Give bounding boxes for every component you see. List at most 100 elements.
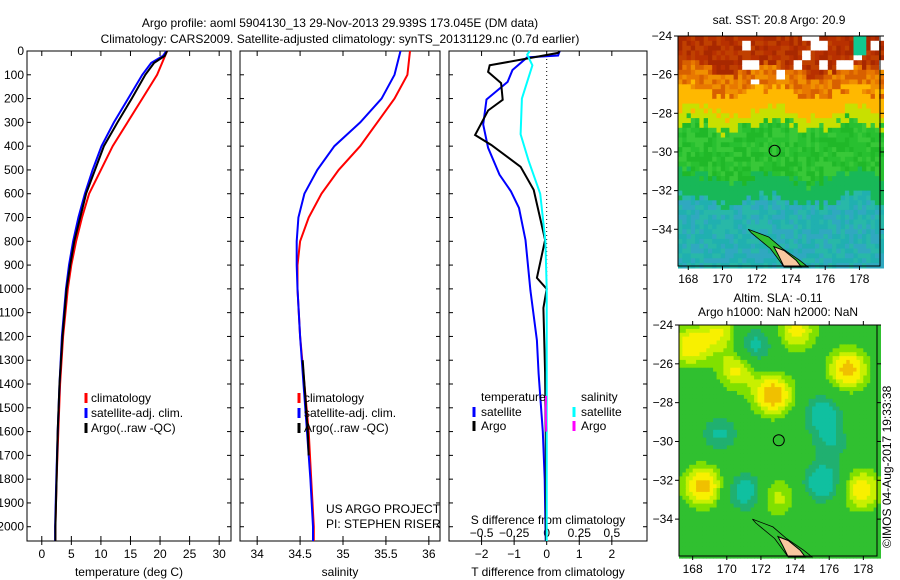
map-cell <box>823 176 829 182</box>
map-cell <box>755 205 760 211</box>
map-cell <box>689 348 694 353</box>
map-cell <box>709 519 714 524</box>
map-cell <box>763 60 769 66</box>
map-cell <box>754 499 759 505</box>
map-cell <box>866 84 872 90</box>
map-cell <box>695 45 700 52</box>
map-cell <box>716 328 721 334</box>
map-cell <box>767 425 772 431</box>
map-cell <box>805 480 810 485</box>
map-cell <box>750 243 756 250</box>
map-cell <box>685 367 690 373</box>
map-cell <box>750 441 755 446</box>
map-cell <box>836 45 842 52</box>
map-cell <box>716 422 721 427</box>
map-cell <box>702 484 707 489</box>
map-cell <box>823 142 829 148</box>
map-cell <box>692 344 697 349</box>
map-cell <box>857 190 863 196</box>
map-cell <box>730 414 735 419</box>
map-cell <box>771 410 776 415</box>
map-cell <box>755 152 760 158</box>
map-cell <box>757 359 762 365</box>
map-cell <box>716 546 721 551</box>
map-cell <box>784 328 789 334</box>
map-cell <box>836 89 842 95</box>
map-cell <box>706 484 711 489</box>
map-cell <box>682 441 687 446</box>
map-cell <box>784 363 789 369</box>
map-cell <box>702 534 707 540</box>
map-cell <box>771 511 776 516</box>
map-cell <box>696 511 701 516</box>
map-cell <box>832 234 837 240</box>
map-cell <box>853 108 859 114</box>
map-cell <box>763 253 769 259</box>
map-cell <box>730 437 735 443</box>
map-cell <box>696 328 701 334</box>
map-cell <box>689 328 694 334</box>
map-cell <box>754 402 759 408</box>
map-cell <box>764 445 769 450</box>
map-cell <box>720 429 724 435</box>
map-cell <box>696 433 701 439</box>
map-cell <box>733 437 738 443</box>
map-cell <box>709 433 714 439</box>
map-cell <box>733 332 738 338</box>
map-cell <box>784 526 789 532</box>
map-cell <box>720 340 724 345</box>
map-cell <box>723 515 728 520</box>
map-cell <box>771 488 776 493</box>
map-cell <box>696 538 701 543</box>
series-line-argo-raw-qc- <box>301 360 310 456</box>
map-cell <box>802 118 807 124</box>
map-cell <box>795 464 800 470</box>
legend-temperature-title: temperature <box>481 390 546 404</box>
map-cell <box>755 108 760 114</box>
map-cell <box>827 69 833 76</box>
map-cell <box>709 491 714 497</box>
map-cell <box>733 224 739 230</box>
map-cell <box>743 499 748 505</box>
map-cell <box>879 127 884 134</box>
map-cell <box>832 205 837 211</box>
map-cell <box>709 332 714 338</box>
map-cell <box>720 181 726 187</box>
map-cell <box>806 238 812 245</box>
map-cell <box>808 398 813 404</box>
map-cell <box>759 79 765 85</box>
map-cell <box>754 410 759 415</box>
map-cell <box>812 425 817 431</box>
map-cell <box>678 234 683 240</box>
s-tick-label: −0.5 <box>470 526 494 540</box>
map-cell <box>840 108 846 114</box>
map-cell <box>844 118 850 124</box>
map-cell <box>874 40 880 47</box>
map-cell <box>708 127 713 134</box>
map-cell <box>723 344 728 349</box>
map-cell <box>750 190 756 196</box>
map-cell <box>797 224 803 230</box>
map-cell <box>760 530 765 536</box>
plot-frame <box>26 50 232 542</box>
map-cell <box>720 503 724 509</box>
map-cell <box>879 50 884 56</box>
map-cell <box>866 36 872 42</box>
map-cell <box>678 166 683 172</box>
map-cell <box>723 542 728 547</box>
map-cell <box>806 137 812 143</box>
map-cell <box>730 325 735 330</box>
map-cell <box>771 460 776 466</box>
map-cell <box>785 229 790 235</box>
map-cell <box>689 406 694 411</box>
map-cell <box>702 457 707 462</box>
map-cell <box>780 176 786 182</box>
map-cell <box>757 328 762 334</box>
map-cell <box>772 103 778 109</box>
map-cell <box>726 429 731 435</box>
map-cell <box>767 457 772 462</box>
map-cell <box>755 243 760 250</box>
map-cell <box>780 142 786 148</box>
map-cell <box>774 391 779 396</box>
map-cell <box>706 523 711 528</box>
